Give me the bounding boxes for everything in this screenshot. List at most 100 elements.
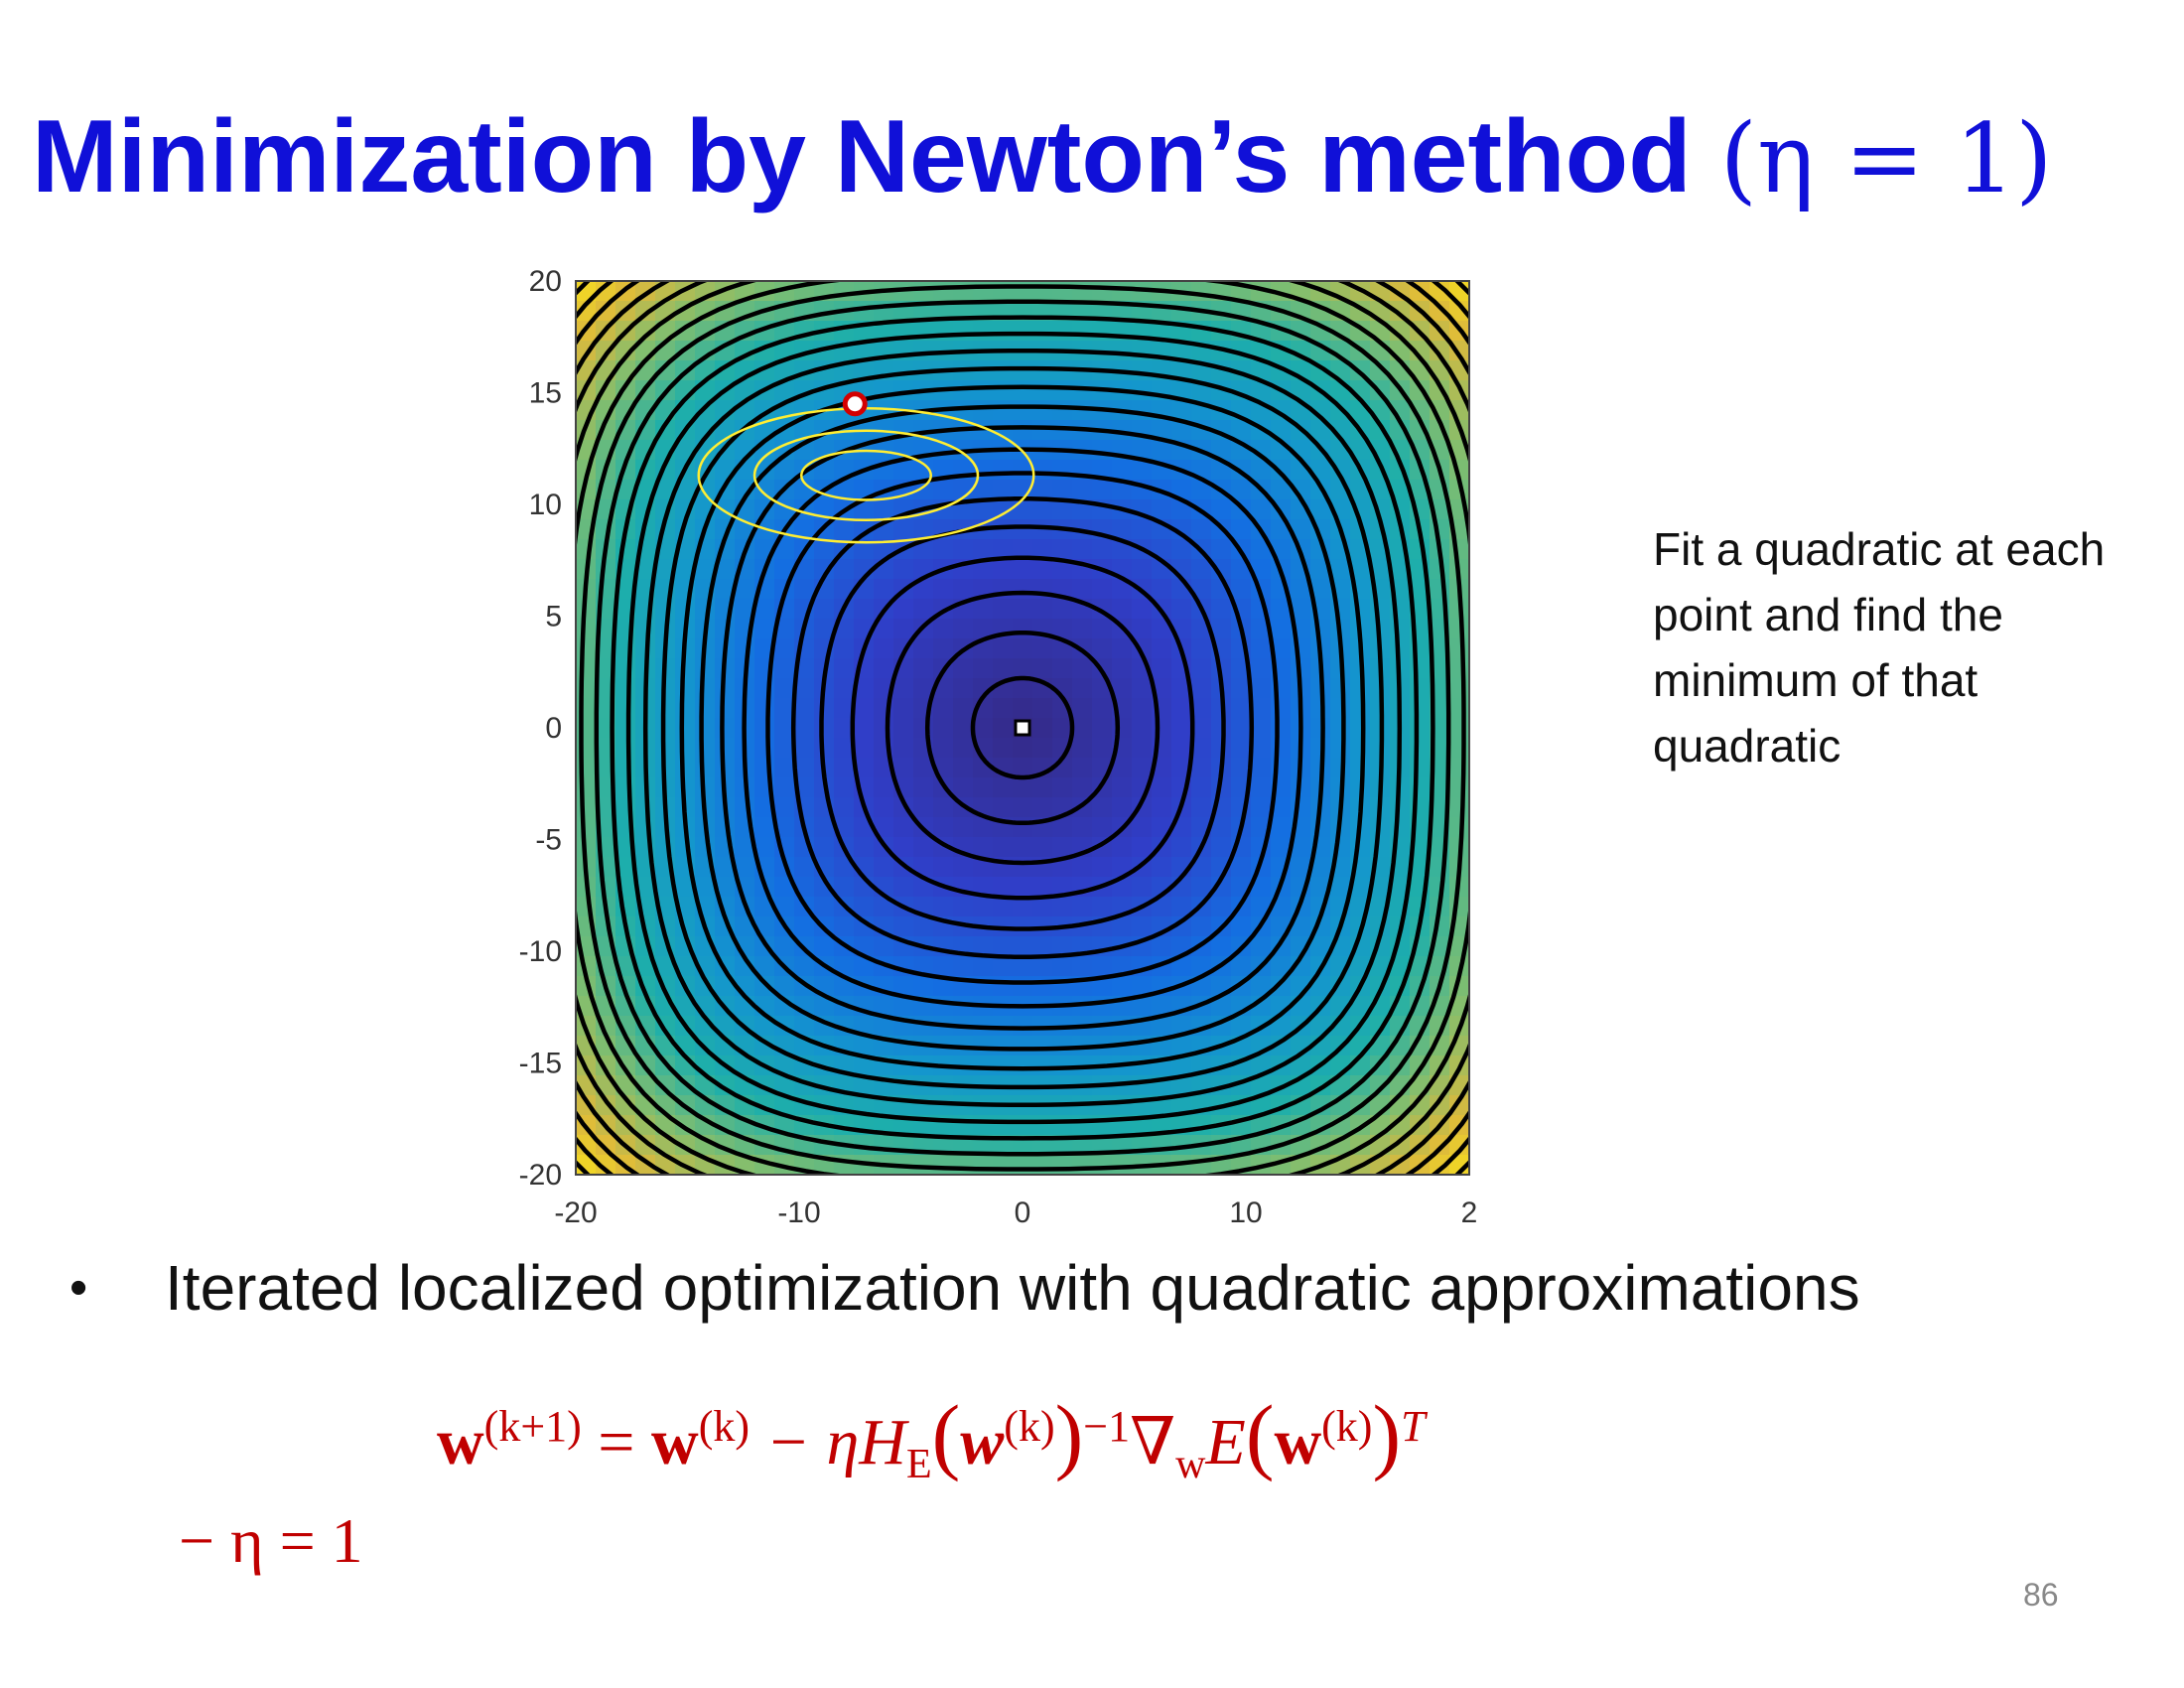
heatmap-cell: [1330, 758, 1351, 778]
heatmap-cell: [715, 698, 736, 719]
heatmap-cell: [1330, 877, 1351, 898]
heatmap-cell: [933, 976, 954, 997]
heatmap-cell: [1032, 380, 1053, 401]
heatmap-cell: [1350, 440, 1371, 461]
heatmap-cell: [874, 897, 894, 917]
heatmap-cell: [834, 480, 855, 500]
heatmap-cell: [1171, 916, 1192, 937]
heatmap-cell: [993, 1155, 1014, 1175]
heatmap-cell: [1032, 936, 1053, 957]
heatmap-cell: [1052, 1036, 1073, 1056]
heatmap-cell: [953, 698, 974, 719]
heatmap-cell: [973, 480, 994, 500]
heatmap-cell: [635, 1135, 656, 1156]
heatmap-cell: [1291, 638, 1311, 659]
eq-close-paren-2: ): [1372, 1387, 1402, 1482]
heatmap-cell: [1251, 936, 1272, 957]
heatmap-cell: [794, 519, 815, 540]
heatmap-cell: [1112, 718, 1133, 739]
heatmap-cell: [1449, 797, 1469, 818]
heatmap-cell: [1271, 956, 1292, 977]
heatmap-cell: [1013, 777, 1033, 798]
heatmap-cell: [1132, 738, 1153, 759]
heatmap-cell: [993, 539, 1014, 560]
heatmap-cell: [1430, 658, 1450, 679]
heatmap-cell: [1032, 321, 1053, 342]
heatmap-cell: [615, 579, 636, 600]
heatmap-cell: [1271, 460, 1292, 481]
heatmap-cell: [1152, 1135, 1172, 1156]
heatmap-cell: [1390, 956, 1411, 977]
heatmap-cell: [913, 579, 934, 600]
heatmap-cell: [774, 817, 795, 838]
heatmap-cell: [1052, 718, 1073, 739]
heatmap-cell: [834, 916, 855, 937]
heatmap-cell: [1132, 400, 1153, 421]
heatmap-cell: [1171, 956, 1192, 977]
heatmap-cell: [1032, 1115, 1053, 1136]
sub-bullet: − η = 1: [179, 1505, 363, 1576]
heatmap-cell: [953, 321, 974, 342]
heatmap-cell: [913, 281, 934, 302]
heatmap-cell: [1152, 996, 1172, 1017]
eq-w2-sup: (k): [1004, 1402, 1055, 1451]
heatmap-cell: [1112, 480, 1133, 500]
heatmap-cell: [1390, 817, 1411, 838]
heatmap-cell: [1152, 1016, 1172, 1037]
heatmap-cell: [1350, 698, 1371, 719]
heatmap-cell: [1271, 837, 1292, 858]
heatmap-cell: [913, 976, 934, 997]
heatmap-cell: [1092, 281, 1113, 302]
heatmap-cell: [794, 857, 815, 878]
heatmap-cell: [1310, 579, 1331, 600]
heatmap-cell: [1052, 777, 1073, 798]
heatmap-cell: [993, 321, 1014, 342]
heatmap-cell: [993, 718, 1014, 739]
heatmap-cell: [675, 956, 696, 977]
heatmap-cell: [715, 400, 736, 421]
heatmap-cell: [1211, 559, 1232, 580]
heatmap-cell: [655, 480, 676, 500]
heatmap-cell: [774, 718, 795, 739]
heatmap-cell: [1251, 360, 1272, 381]
contour-line: [642, 348, 1403, 1108]
heatmap-cell: [1430, 341, 1450, 361]
heatmap-cell: [715, 718, 736, 739]
heatmap-cell: [993, 956, 1014, 977]
heatmap-cell: [1211, 996, 1232, 1017]
heatmap-cell: [854, 897, 875, 917]
heatmap-cell: [774, 678, 795, 699]
heatmap-cell: [1211, 817, 1232, 838]
heatmap-cell: [1072, 658, 1093, 679]
heatmap-cell: [1271, 698, 1292, 719]
heatmap-cell: [953, 658, 974, 679]
heatmap-cell: [1310, 857, 1331, 878]
heatmap-cell: [834, 777, 855, 798]
heatmap-cell: [1330, 718, 1351, 739]
y-tick-label: -5: [535, 824, 562, 857]
heatmap-cell: [1191, 658, 1212, 679]
heatmap-cell: [675, 996, 696, 1017]
heatmap-cell: [675, 480, 696, 500]
heatmap-cell: [1092, 857, 1113, 878]
heatmap-cell: [615, 857, 636, 878]
heatmap-cell: [1152, 758, 1172, 778]
heatmap-cell: [854, 539, 875, 560]
heatmap-cell: [1231, 738, 1252, 759]
heatmap-cell: [1112, 777, 1133, 798]
heatmap-cell: [1430, 281, 1450, 302]
heatmap-cell: [834, 658, 855, 679]
heatmap-cell: [615, 658, 636, 679]
heatmap-cell: [1032, 539, 1053, 560]
heatmap-cell: [1310, 559, 1331, 580]
heatmap-cell: [1370, 599, 1391, 620]
heatmap-cell: [615, 1095, 636, 1116]
heatmap-cell: [1171, 519, 1192, 540]
heatmap-cell: [1251, 718, 1272, 739]
heatmap-cell: [973, 539, 994, 560]
heatmap-cell: [1410, 738, 1431, 759]
heatmap-cell: [774, 758, 795, 778]
heatmap-cell: [1410, 698, 1431, 719]
heatmap-cell: [973, 777, 994, 798]
heatmap-cell: [1191, 797, 1212, 818]
